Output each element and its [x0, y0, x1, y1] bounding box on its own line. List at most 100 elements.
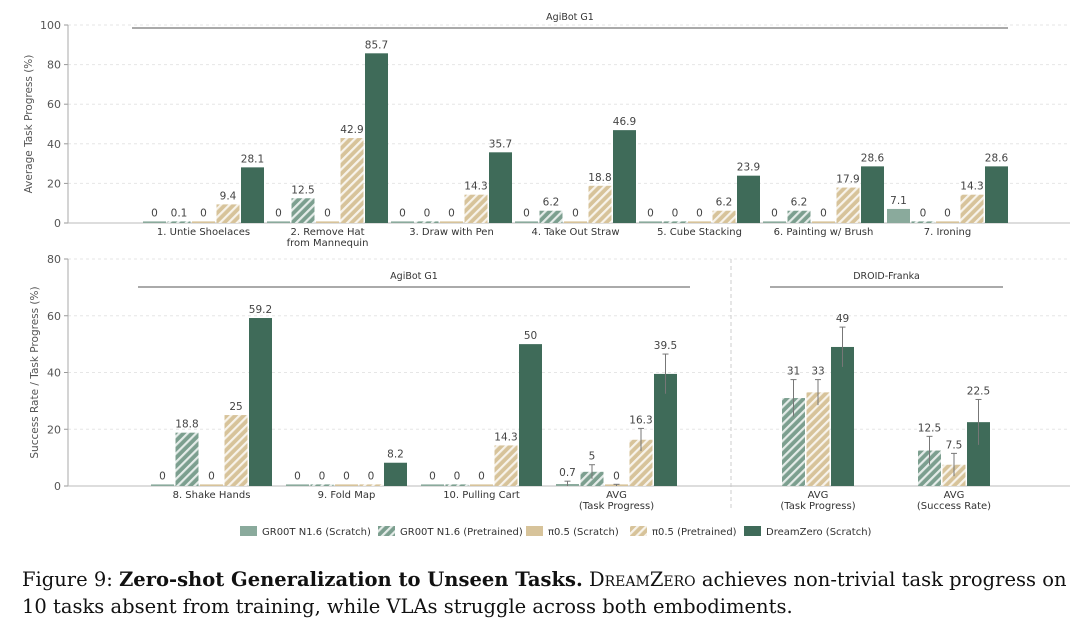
panel1-value-label: 23.9	[737, 162, 760, 174]
panel1-bar-gr00t-n1-6-scratch	[887, 208, 910, 223]
panel1-value-label: 0	[572, 207, 579, 219]
panel1-value-label: 0	[275, 207, 282, 219]
legend-swatch-pi0-5-pretrained	[630, 526, 647, 536]
panel2-value-label: 0	[478, 470, 485, 482]
panel2-bar-dreamzero-scratch	[654, 373, 677, 486]
panel1-bar-gr00t-n1-6-scratch	[763, 221, 786, 223]
panel2-value-label: 18.8	[175, 419, 198, 431]
panel2-bar-pi0-5-scratch	[470, 484, 493, 486]
legend-label-gr00t-n1-6-pretrained: GR00T N1.6 (Pretrained)	[400, 527, 523, 538]
panel2-category-label: 8. Shake Hands	[173, 490, 251, 501]
panel2-bar-gr00t-n1-6-scratch	[421, 484, 444, 486]
panel3-value-label: 33	[811, 366, 824, 378]
panel2-value-label: 25	[229, 401, 242, 413]
panel1-value-label: 0	[771, 207, 778, 219]
panel1-bar-gr00t-n1-6-pretrained	[539, 210, 563, 223]
panel2-value-label: 0	[294, 470, 301, 482]
panel2-bar-gr00t-n1-6-pretrained	[445, 484, 469, 486]
panel1-value-label: 0	[920, 207, 927, 219]
panel2-bar-gr00t-n1-6-pretrained	[310, 484, 334, 486]
panel2-value-label: 59.2	[249, 304, 272, 316]
panel1-bar-pi0-5-pretrained	[836, 187, 860, 223]
panel2-ytick-label: 0	[54, 480, 61, 493]
panel2-bar-gr00t-n1-6-scratch	[151, 484, 174, 486]
panel1-bar-gr00t-n1-6-scratch	[267, 221, 290, 223]
panel3-bar-dreamzero-scratch	[831, 346, 854, 486]
panel1-value-label: 6.2	[791, 197, 808, 209]
panel2-ytick-label: 60	[47, 310, 61, 323]
panel2-value-label: 16.3	[629, 414, 652, 426]
legend-swatch-pi0-5-scratch	[526, 526, 543, 536]
panel2-value-label: 0	[454, 470, 461, 482]
panel1-bar-dreamzero-scratch	[613, 130, 636, 223]
panel1-value-label: 0	[151, 207, 158, 219]
panel1-ytick-label: 20	[47, 177, 61, 190]
panel2-bar-pi0-5-pretrained	[359, 484, 383, 486]
panel3-title: DROID-Franka	[853, 271, 920, 282]
panel1-bar-pi0-5-pretrained	[216, 204, 240, 223]
panel2-bar-pi0-5-pretrained	[629, 439, 653, 486]
panel1-category-label: 5. Cube Stacking	[657, 227, 742, 238]
panel1-value-label: 0	[200, 207, 207, 219]
panel2-value-label: 39.5	[654, 340, 677, 352]
panel1-category-label: 7. Ironing	[924, 227, 971, 238]
panel1-value-label: 17.9	[836, 174, 859, 186]
panel2-ytick-label: 20	[47, 423, 61, 436]
panel1-bar-pi0-5-pretrained	[712, 210, 736, 223]
legend-swatch-gr00t-n1-6-pretrained	[378, 526, 395, 536]
panel1-value-label: 0	[523, 207, 530, 219]
caption-model-name: DreamZero	[588, 568, 696, 591]
panel1-bar-pi0-5-scratch	[936, 221, 959, 223]
panel1-value-label: 0	[944, 207, 951, 219]
panel1-title: AgiBot G1	[546, 12, 594, 23]
panel2-bar-dreamzero-scratch	[519, 344, 542, 486]
panel2-bar-pi0-5-scratch	[335, 484, 358, 486]
panel1-bar-gr00t-n1-6-pretrained	[787, 210, 811, 223]
panel1-value-label: 28.1	[241, 153, 264, 165]
panel1-bar-dreamzero-scratch	[489, 152, 512, 223]
panel1-bar-gr00t-n1-6-pretrained	[911, 221, 935, 223]
panel2-value-label: 0	[613, 470, 620, 482]
legend-swatch-gr00t-n1-6-scratch	[240, 526, 257, 536]
panel1-bar-dreamzero-scratch	[985, 166, 1008, 223]
panel2-bar-gr00t-n1-6-pretrained	[175, 432, 199, 486]
panel2-category-label: 10. Pulling Cart	[443, 490, 520, 501]
panel3-value-label: 12.5	[918, 422, 941, 434]
panel1-bar-pi0-5-scratch	[812, 221, 835, 223]
panel1-category-label: 4. Take Out Straw	[531, 227, 619, 238]
panel2-value-label: 14.3	[494, 431, 517, 443]
panel1-bar-pi0-5-scratch	[564, 221, 587, 223]
panel1-bar-dreamzero-scratch	[365, 53, 388, 224]
panel1-bar-pi0-5-scratch	[688, 221, 711, 223]
panel2-title: AgiBot G1	[390, 271, 438, 282]
panel1-bar-gr00t-n1-6-scratch	[515, 221, 538, 223]
panel1-ytick-label: 60	[47, 98, 61, 111]
panel2-bar-gr00t-n1-6-scratch	[286, 484, 309, 486]
panel1-value-label: 28.6	[861, 152, 885, 164]
panel1-value-label: 35.7	[489, 138, 512, 150]
panel3-category-label: AVG	[944, 490, 965, 501]
panel2-value-label: 0	[429, 470, 436, 482]
panel1-bar-gr00t-n1-6-pretrained	[663, 221, 687, 223]
panel1-value-label: 14.3	[960, 181, 983, 193]
panel3-bar-dreamzero-scratch	[967, 422, 990, 486]
legend-label-dreamzero-scratch: DreamZero (Scratch)	[766, 527, 872, 538]
panel1-ytick-label: 100	[40, 19, 61, 32]
panel2-value-label: 8.2	[387, 449, 404, 461]
panel1-bar-pi0-5-pretrained	[340, 138, 364, 223]
panel1-bar-pi0-5-pretrained	[960, 194, 984, 223]
panel1-bar-gr00t-n1-6-scratch	[143, 221, 166, 223]
panel1-value-label: 7.1	[890, 195, 907, 207]
panel1-bar-gr00t-n1-6-scratch	[639, 221, 662, 223]
panel3-bar-gr00t-n1-6-pretrained	[918, 450, 941, 486]
panel1-bar-pi0-5-scratch	[316, 221, 339, 223]
panel1-bar-dreamzero-scratch	[241, 167, 264, 223]
labels: 0 20 40 60 80 100 Average Task Progress (%) Agi…	[23, 12, 1009, 512]
panel2-ytick-label: 80	[47, 253, 61, 266]
panel1-value-label: 0	[672, 207, 679, 219]
caption-figure-label: Figure 9:	[22, 568, 113, 591]
panel1-bar-dreamzero-scratch	[737, 175, 760, 223]
panel3-value-label: 31	[787, 366, 800, 378]
panel3-bar-gr00t-n1-6-pretrained	[782, 398, 805, 486]
panel2-value-label: 0	[319, 470, 326, 482]
